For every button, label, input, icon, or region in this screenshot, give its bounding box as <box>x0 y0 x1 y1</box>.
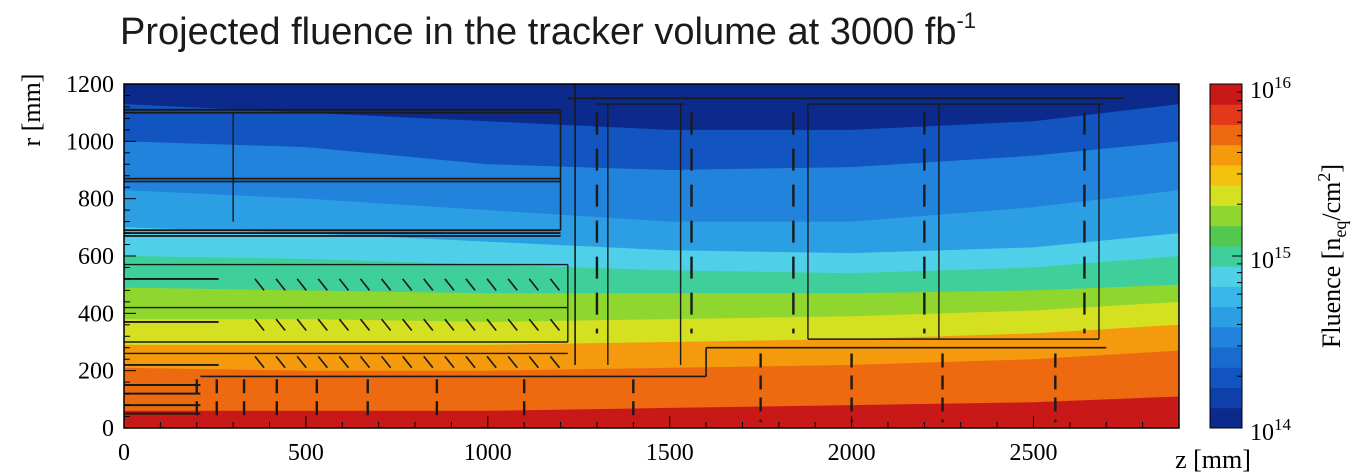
tilted-module <box>380 355 392 369</box>
tilted-module <box>444 355 455 369</box>
tilted-module <box>254 318 265 332</box>
colorbar-label: Fluence [neq/cm2] <box>1314 164 1350 348</box>
colorbar-step <box>1210 286 1242 308</box>
x-tick-label: 1000 <box>464 440 512 466</box>
tilted-module <box>486 318 497 332</box>
x-axis: 0 500 1000 1500 2000 2500 <box>118 416 1180 466</box>
fluence-band <box>124 396 1179 428</box>
tilted-module <box>317 318 328 332</box>
x-tick-label: 2000 <box>828 440 876 466</box>
x-tick-label: 2500 <box>1009 440 1057 466</box>
y-tick-label: 200 <box>78 359 114 385</box>
colorbar-tick-label: 1015 <box>1250 243 1291 274</box>
colorbar-ticks: 1016 1015 1014 <box>1232 73 1292 446</box>
tilted-module <box>423 355 434 369</box>
tilted-module <box>486 355 497 369</box>
tilted-module <box>338 278 350 291</box>
y-tick-label: 0 <box>102 416 114 442</box>
tilted-module <box>465 278 476 291</box>
tilted-module <box>254 278 265 291</box>
x-axis-label: z [mm] <box>1175 445 1251 473</box>
colorbar-step <box>1210 144 1242 166</box>
colorbar-step <box>1210 104 1242 125</box>
tilted-module <box>380 278 392 291</box>
tilted-module <box>275 278 286 291</box>
colorbar-tick-label: 1014 <box>1250 415 1292 446</box>
tilted-module <box>507 318 518 332</box>
colorbar-step <box>1210 205 1242 227</box>
y-tick-label: 1200 <box>66 72 114 98</box>
tilted-module <box>296 278 307 291</box>
chart-title: Projected fluence in the tracker volume … <box>120 8 976 53</box>
x-tick-label: 1500 <box>646 440 694 466</box>
y-axis: 0 200 400 600 800 1000 1200 <box>66 72 136 442</box>
tilted-module <box>317 355 328 369</box>
tilted-module <box>296 318 307 332</box>
tilted-module <box>402 278 413 291</box>
tilted-module <box>486 278 497 291</box>
tilted-module <box>254 355 265 369</box>
colorbar-step <box>1210 266 1242 287</box>
tilted-module <box>465 355 476 369</box>
y-tick-label: 600 <box>78 244 114 270</box>
colorbar-step <box>1210 185 1242 206</box>
tilted-module <box>507 355 518 369</box>
tracker-geometry-overlay <box>124 84 1125 423</box>
tilted-module <box>402 318 413 332</box>
colorbar-step <box>1210 164 1242 186</box>
colorbar <box>1209 83 1243 429</box>
y-tick-label: 400 <box>78 301 114 327</box>
tilted-module <box>528 318 539 332</box>
tilted-module <box>359 278 371 291</box>
tilted-module <box>296 355 307 369</box>
colorbar-step <box>1210 225 1242 247</box>
tilted-module <box>402 355 413 369</box>
tilted-module <box>549 318 561 332</box>
tilted-module <box>275 355 286 369</box>
tilted-module <box>528 355 539 369</box>
tilted-module <box>338 318 350 332</box>
tilted-module <box>444 278 455 291</box>
tilted-module <box>359 355 371 369</box>
tilted-module <box>528 278 539 291</box>
colorbar-step <box>1210 245 1242 267</box>
x-tick-label: 500 <box>288 440 324 466</box>
y-axis-label: r [mm] <box>17 74 46 147</box>
y-tick-label: 1000 <box>66 129 114 155</box>
y-tick-label: 800 <box>78 187 114 213</box>
colorbar-step <box>1210 306 1242 328</box>
tilted-module <box>423 278 434 291</box>
tilted-module <box>465 318 476 332</box>
colorbar-tick-label: 1016 <box>1250 73 1291 104</box>
tilted-module <box>423 318 434 332</box>
colorbar-step <box>1210 407 1242 429</box>
tilted-module <box>338 355 350 369</box>
tilted-module <box>380 318 392 332</box>
colorbar-step <box>1210 367 1242 389</box>
tilted-module <box>275 318 286 332</box>
colorbar-step <box>1210 124 1242 146</box>
colorbar-step <box>1210 387 1242 409</box>
tilted-module <box>549 278 561 291</box>
colorbar-step <box>1210 347 1242 368</box>
colorbar-step <box>1210 84 1242 105</box>
tilted-module <box>507 278 518 291</box>
colorbar-step <box>1210 326 1242 348</box>
tilted-module <box>317 278 328 291</box>
tilted-module <box>444 318 455 332</box>
tilted-module <box>359 318 371 332</box>
x-tick-label: 0 <box>118 440 130 466</box>
tilted-module <box>549 355 561 369</box>
